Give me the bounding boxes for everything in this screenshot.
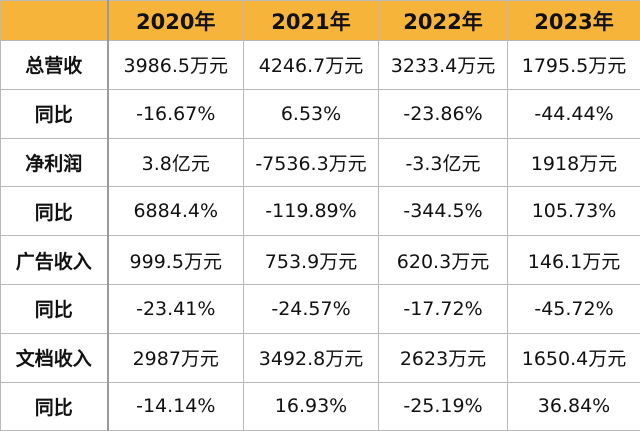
- table-cell: 2623万元: [378, 332, 508, 383]
- table-cell: -25.19%: [378, 381, 508, 431]
- table-row-ad-revenue-yoy: 同比 -23.41% -24.57% -17.72% -45.72%: [0, 283, 640, 334]
- table-cell: 1650.4万元: [507, 332, 640, 383]
- table-cell: 3233.4万元: [378, 40, 508, 90]
- table-cell: 999.5万元: [107, 235, 244, 285]
- row-label-yoy: 同比: [0, 88, 109, 139]
- table-row-document-revenue: 文档收入 2987万元 3492.8万元 2623万元 1650.4万元: [0, 332, 640, 383]
- table-cell: 6.53%: [243, 88, 379, 139]
- table-cell: 620.3万元: [378, 235, 508, 285]
- header-row: 2020年 2021年 2022年 2023年: [0, 0, 640, 41]
- table-row-net-profit: 净利润 3.8亿元 -7536.3万元 -3.3亿元 1918万元: [0, 137, 640, 188]
- table-cell: -7536.3万元: [243, 137, 379, 188]
- row-label-yoy: 同比: [0, 283, 109, 334]
- table-cell: 3986.5万元: [107, 40, 244, 90]
- table-cell: -24.57%: [243, 283, 379, 334]
- table-cell: 4246.7万元: [243, 40, 379, 90]
- row-label-total-revenue: 总营收: [0, 40, 109, 90]
- row-label-ad-revenue: 广告收入: [0, 235, 109, 285]
- header-corner-cell: [0, 0, 109, 41]
- table-cell: -119.89%: [243, 186, 379, 237]
- row-label-yoy: 同比: [0, 381, 109, 431]
- table-row-document-revenue-yoy: 同比 -14.14% 16.93% -25.19% 36.84%: [0, 381, 640, 431]
- row-label-document-revenue: 文档收入: [0, 332, 109, 383]
- table-cell: -23.86%: [378, 88, 508, 139]
- table-cell: 2987万元: [107, 332, 244, 383]
- table-cell: -45.72%: [507, 283, 640, 334]
- table-cell: -3.3亿元: [378, 137, 508, 188]
- table-cell: -16.67%: [107, 88, 244, 139]
- table-row-ad-revenue: 广告收入 999.5万元 753.9万元 620.3万元 146.1万元: [0, 235, 640, 285]
- table-cell: -23.41%: [107, 283, 244, 334]
- table-cell: 105.73%: [507, 186, 640, 237]
- table-cell: 1795.5万元: [507, 40, 640, 90]
- table-row-revenue-yoy: 同比 -16.67% 6.53% -23.86% -44.44%: [0, 88, 640, 139]
- table-cell: 3492.8万元: [243, 332, 379, 383]
- table-cell: 3.8亿元: [107, 137, 244, 188]
- year-header-2020: 2020年: [107, 0, 244, 41]
- table-cell: -17.72%: [378, 283, 508, 334]
- table-header: 2020年 2021年 2022年 2023年: [0, 0, 640, 41]
- table-row-total-revenue: 总营收 3986.5万元 4246.7万元 3233.4万元 1795.5万元: [0, 40, 640, 90]
- table-cell: 16.93%: [243, 381, 379, 431]
- year-header-2022: 2022年: [378, 0, 508, 41]
- table-cell: 753.9万元: [243, 235, 379, 285]
- table-body: 总营收 3986.5万元 4246.7万元 3233.4万元 1795.5万元 …: [0, 40, 640, 431]
- table-row-net-profit-yoy: 同比 6884.4% -119.89% -344.5% 105.73%: [0, 186, 640, 237]
- row-label-yoy: 同比: [0, 186, 109, 237]
- year-header-2021: 2021年: [243, 0, 379, 41]
- table-cell: 1918万元: [507, 137, 640, 188]
- table-cell: 6884.4%: [107, 186, 244, 237]
- table-cell: 36.84%: [507, 381, 640, 431]
- table-cell: -14.14%: [107, 381, 244, 431]
- table-cell: -44.44%: [507, 88, 640, 139]
- row-label-net-profit: 净利润: [0, 137, 109, 188]
- table-cell: -344.5%: [378, 186, 508, 237]
- table-cell: 146.1万元: [507, 235, 640, 285]
- year-header-2023: 2023年: [507, 0, 640, 41]
